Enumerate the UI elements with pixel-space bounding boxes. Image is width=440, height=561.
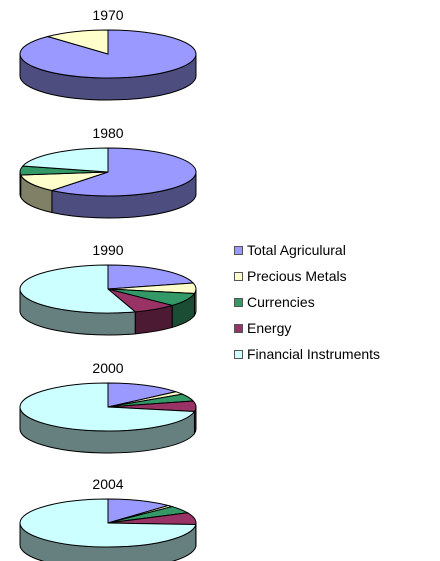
pie-1970: 1970 (19, 7, 197, 101)
pie-2000: 2000 (19, 360, 197, 454)
legend-label-financial-instruments: Financial Instruments (247, 346, 381, 362)
pie-2004: 2004 (19, 476, 197, 561)
legend-item-currencies: Currencies (234, 289, 380, 315)
legend-item-precious-metals: Precious Metals (234, 263, 380, 289)
legend-label-total-agriculural: Total Agriculural (247, 242, 346, 258)
pie-title-2004: 2004 (92, 476, 123, 492)
legend: Total Agriculural Precious Metals Curren… (234, 237, 380, 367)
legend-item-financial-instruments: Financial Instruments (234, 341, 380, 367)
pie-1980-slice-financial-instruments (21, 147, 109, 173)
legend-swatch-currencies (234, 297, 243, 307)
legend-swatch-total-agriculural (234, 245, 243, 255)
legend-item-total-agriculural: Total Agriculural (234, 237, 380, 263)
pie-2004-slice-financial-instruments (19, 498, 197, 548)
pie-2000-slice-total-agriculural (107, 382, 178, 408)
pie-title-1970: 1970 (92, 7, 123, 23)
pie-title-1980: 1980 (92, 125, 123, 141)
legend-label-precious-metals: Precious Metals (247, 268, 347, 284)
legend-label-currencies: Currencies (247, 294, 315, 310)
pie-1990: 1990 (19, 242, 197, 336)
pie-1970-slice-precious-metals (45, 29, 109, 55)
pie-1980-slice-total-agriculural (50, 147, 197, 197)
pie-title-1990: 1990 (92, 242, 123, 258)
pie-title-2000: 2000 (92, 360, 123, 376)
legend-swatch-energy (234, 323, 243, 333)
legend-item-energy: Energy (234, 315, 380, 341)
pie-1990-slice-total-agriculural (107, 264, 195, 290)
legend-swatch-precious-metals (234, 271, 243, 281)
pie-1990-slice-financial-instruments (19, 264, 137, 314)
legend-swatch-financial-instruments (234, 349, 243, 359)
legend-label-energy: Energy (247, 320, 292, 336)
pie-2000-slice-financial-instruments (19, 382, 196, 432)
pie-1980: 1980 (19, 125, 197, 219)
